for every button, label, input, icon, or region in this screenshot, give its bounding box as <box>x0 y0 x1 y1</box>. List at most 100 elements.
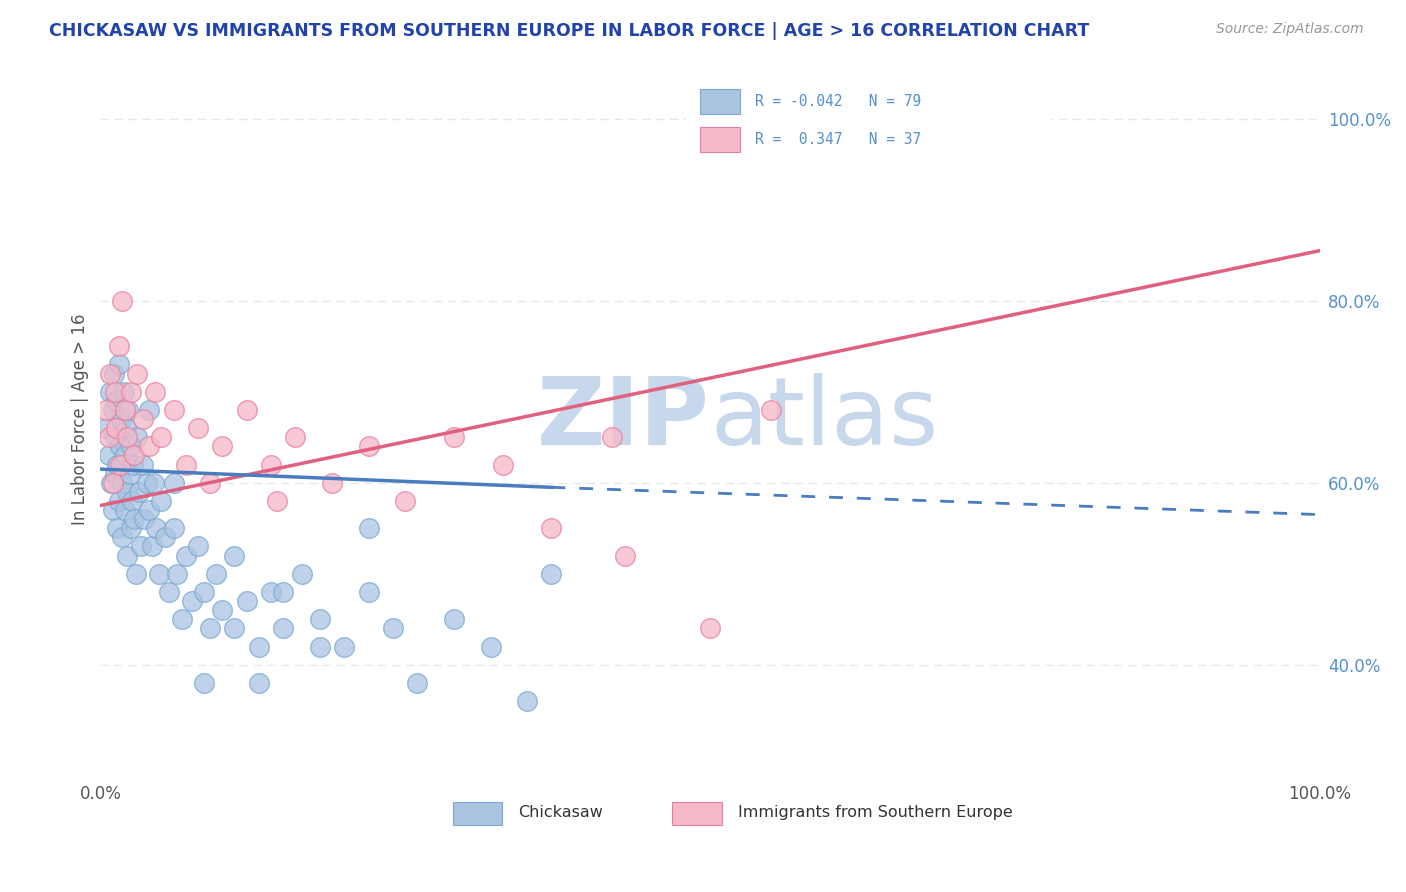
Point <box>284 430 307 444</box>
Point <box>108 439 131 453</box>
Point <box>143 475 166 490</box>
Point <box>150 430 173 444</box>
Point <box>125 430 148 444</box>
Point <box>162 475 184 490</box>
Point <box>134 512 156 526</box>
Point <box>193 676 215 690</box>
Point <box>394 494 416 508</box>
Point <box>148 566 170 581</box>
Point <box>138 403 160 417</box>
Point <box>120 384 142 399</box>
Point <box>138 503 160 517</box>
Point <box>114 449 136 463</box>
Point <box>141 540 163 554</box>
Text: ZIP: ZIP <box>537 373 710 465</box>
Point <box>382 621 405 635</box>
Point <box>235 594 257 608</box>
Point <box>260 458 283 472</box>
Point <box>111 530 134 544</box>
Point <box>443 430 465 444</box>
Point <box>114 403 136 417</box>
Point <box>101 475 124 490</box>
Point <box>104 430 127 444</box>
Text: atlas: atlas <box>710 373 938 465</box>
Point <box>100 475 122 490</box>
Point <box>492 458 515 472</box>
Point <box>98 384 121 399</box>
Point <box>260 585 283 599</box>
Point <box>357 439 380 453</box>
Point <box>187 421 209 435</box>
Point <box>150 494 173 508</box>
Point <box>97 430 120 444</box>
Point <box>271 621 294 635</box>
Point <box>198 475 221 490</box>
Point <box>103 367 125 381</box>
Point <box>115 484 138 499</box>
Point <box>145 521 167 535</box>
Point <box>111 475 134 490</box>
Point <box>759 403 782 417</box>
Point <box>101 403 124 417</box>
Point <box>235 403 257 417</box>
Point <box>105 421 128 435</box>
Point <box>96 403 118 417</box>
Point <box>129 540 152 554</box>
Point <box>540 521 562 535</box>
Point <box>124 449 146 463</box>
Point <box>124 512 146 526</box>
Point <box>540 566 562 581</box>
Point <box>125 566 148 581</box>
Point <box>135 475 157 490</box>
Point <box>115 549 138 563</box>
Y-axis label: In Labor Force | Age > 16: In Labor Force | Age > 16 <box>72 313 89 524</box>
Point <box>321 475 343 490</box>
Point <box>111 293 134 308</box>
Point <box>107 339 129 353</box>
Point <box>115 430 138 444</box>
Point <box>180 594 202 608</box>
Point <box>162 521 184 535</box>
Point <box>96 421 118 435</box>
Point <box>107 358 129 372</box>
Point <box>613 549 636 563</box>
Point <box>187 540 209 554</box>
Point <box>205 566 228 581</box>
Point <box>104 467 127 481</box>
Point <box>406 676 429 690</box>
Text: CHICKASAW VS IMMIGRANTS FROM SOUTHERN EUROPE IN LABOR FORCE | AGE > 16 CORRELATI: CHICKASAW VS IMMIGRANTS FROM SOUTHERN EU… <box>49 22 1090 40</box>
Point <box>443 612 465 626</box>
Point <box>308 612 330 626</box>
Point <box>118 467 141 481</box>
Point <box>98 367 121 381</box>
Point <box>105 393 128 408</box>
Point <box>308 640 330 654</box>
Point <box>224 549 246 563</box>
Point <box>128 484 150 499</box>
Point <box>157 585 180 599</box>
Point <box>101 503 124 517</box>
Point <box>193 585 215 599</box>
Point <box>112 384 135 399</box>
Point <box>115 421 138 435</box>
Text: Source: ZipAtlas.com: Source: ZipAtlas.com <box>1216 22 1364 37</box>
Point <box>271 585 294 599</box>
Point <box>602 430 624 444</box>
Point <box>143 384 166 399</box>
Point <box>290 566 312 581</box>
Point <box>174 549 197 563</box>
Point <box>108 458 131 472</box>
Point <box>153 530 176 544</box>
Point <box>120 439 142 453</box>
Point <box>266 494 288 508</box>
Point <box>122 458 145 472</box>
Point <box>121 494 143 508</box>
Point <box>170 612 193 626</box>
Point <box>479 640 502 654</box>
Point <box>117 403 139 417</box>
Point <box>357 521 380 535</box>
Point <box>104 384 127 399</box>
Point <box>125 367 148 381</box>
Point <box>247 676 270 690</box>
Point <box>110 412 132 426</box>
